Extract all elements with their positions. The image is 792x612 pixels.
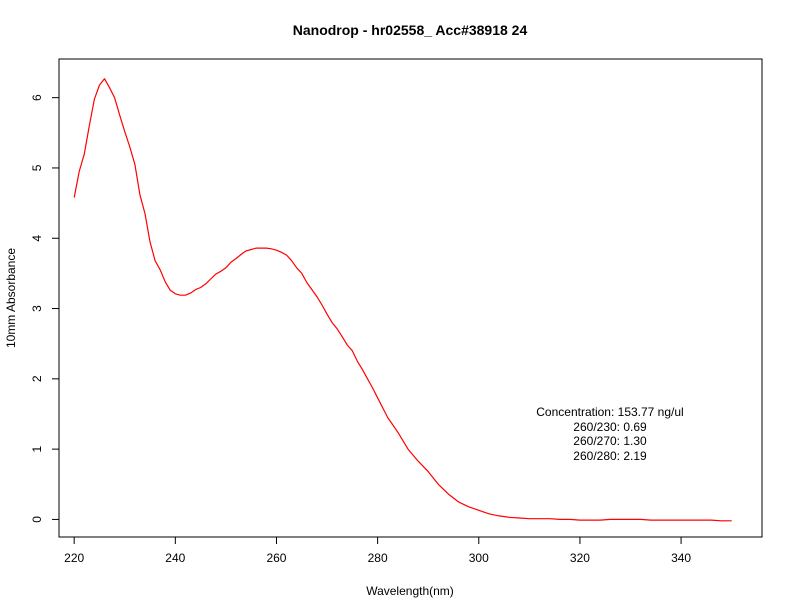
annotation-ratio-260-270: 260/270: 1.30 [573, 434, 647, 448]
y-axis-label: 10mm Absorbance [4, 248, 18, 348]
x-tick-label: 220 [64, 551, 84, 565]
y-tick-label: 6 [30, 94, 44, 101]
x-tick-label: 320 [570, 551, 590, 565]
plot-frame [58, 58, 763, 538]
y-tick-label: 1 [30, 445, 44, 452]
series-layer [73, 78, 732, 522]
x-tick-label: 280 [368, 551, 388, 565]
y-tick-label: 0 [30, 516, 44, 523]
annotation-block: Concentration: 153.77 ng/ul 260/230: 0.6… [536, 405, 683, 463]
x-axis: 220 240 260 280 300 320 340 [64, 537, 691, 565]
annotation-concentration: Concentration: 153.77 ng/ul [536, 405, 683, 419]
x-tick-label: 340 [671, 551, 691, 565]
y-axis: 0 1 2 3 4 5 6 [30, 94, 59, 523]
annotation-ratio-260-280: 260/280: 2.19 [573, 449, 647, 463]
y-tick-label: 4 [30, 235, 44, 242]
annotation-ratio-260-230: 260/230: 0.69 [573, 420, 647, 434]
absorbance-series-line [73, 78, 732, 522]
y-tick-label: 3 [30, 305, 44, 312]
y-tick-label: 2 [30, 375, 44, 382]
x-tick-label: 300 [469, 551, 489, 565]
y-tick-label: 5 [30, 164, 44, 171]
x-axis-label: Wavelength(nm) [366, 584, 454, 598]
chart-title: Nanodrop - hr02558_ Acc#38918 24 [293, 22, 528, 38]
x-tick-label: 240 [165, 551, 185, 565]
x-tick-label: 260 [266, 551, 286, 565]
